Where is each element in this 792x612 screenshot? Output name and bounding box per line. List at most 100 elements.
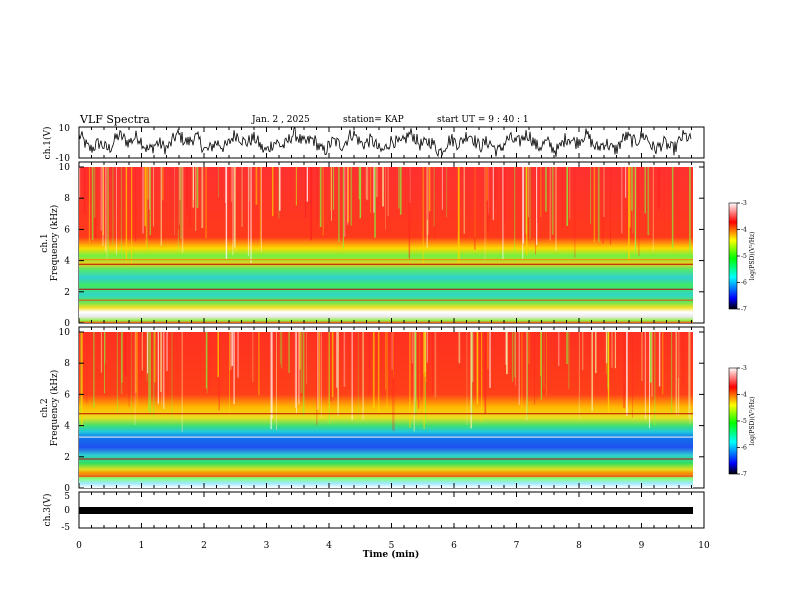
spectrogram-streak (522, 167, 525, 244)
ytick-label: 6 (64, 390, 70, 400)
colorbar-tick-label: -3 (741, 365, 747, 372)
ytick-label: 10 (59, 328, 71, 338)
spectrogram-streak (641, 332, 643, 381)
spectrogram-streak (540, 167, 542, 218)
spectrogram-streak (385, 167, 386, 230)
spectrogram-streak (105, 167, 106, 253)
spectrogram-streak (408, 167, 411, 259)
spectrogram-streak (671, 332, 673, 415)
spectrogram-streak (366, 167, 369, 201)
ytick-label: 10 (59, 163, 71, 173)
spectrogram-streak (529, 167, 531, 239)
ytick-label: 6 (64, 225, 70, 235)
spectrogram-streak (94, 167, 97, 239)
spectrogram-streak (351, 332, 353, 420)
spectrogram-streak (310, 167, 313, 241)
chart-title: VLF Spectra (80, 113, 150, 126)
spectrogram-streak (306, 332, 307, 385)
spectrogram-streak (484, 167, 486, 262)
spectrogram-streak (423, 332, 425, 375)
spectrogram-band (79, 259, 693, 261)
spectrogram-streak (218, 167, 219, 198)
ch1-waveform-panel: 10 -10 ch.1(V) (42, 124, 705, 164)
spectrogram-streak (241, 167, 243, 227)
spectrogram-streak (424, 332, 426, 377)
spectrogram-streak (116, 332, 118, 413)
spectrogram-streak (537, 167, 539, 223)
spectrogram-streak (218, 332, 220, 411)
spectrogram-streak (376, 167, 378, 198)
spectrogram-streak (605, 332, 607, 374)
ch2-spectrogram-panel: 0 2 4 6 8 10 ch.2 Frequency (kHz) (40, 326, 705, 494)
spectrogram-streak (504, 167, 506, 224)
spectrogram-streak (487, 332, 489, 370)
xtick-label: 9 (639, 541, 645, 551)
spectrogram-streak (591, 332, 593, 412)
spectrogram-streak (597, 167, 600, 242)
spectrogram-streak (487, 167, 489, 233)
spectrogram-streak (370, 167, 372, 213)
ch3-ytick-5: 5 (64, 492, 70, 502)
ytick-label: 4 (64, 422, 70, 432)
spectrogram-streak (614, 332, 616, 369)
spectrogram-streak (299, 332, 301, 370)
colorbar-tick-label: -5 (741, 418, 747, 425)
spectrogram-streak (100, 332, 102, 373)
spectrogram-streak (373, 167, 376, 213)
spectrogram-streak (147, 332, 149, 374)
spectrogram-streak (344, 167, 346, 237)
spectrogram-streak (231, 332, 234, 367)
spectrogram-streak (350, 167, 352, 226)
spectrogram-streak (470, 332, 472, 429)
spectrogram-streak (195, 167, 197, 231)
spectrogram-streak (271, 332, 273, 419)
spectrogram-band (79, 413, 693, 415)
spectrogram-streak (153, 167, 154, 227)
ch1-spec-label-channel: ch.1 (40, 233, 50, 252)
spectrogram-streak (330, 332, 332, 402)
spectrogram-streak (368, 332, 370, 394)
spectrogram-streak (278, 167, 280, 219)
spectrogram-streak (205, 332, 208, 389)
spectrogram-streak (125, 167, 127, 259)
spectrogram-streak (79, 167, 81, 198)
spectrogram-streak (322, 167, 324, 236)
spectrogram-streak (561, 167, 564, 228)
spectrogram-streak (536, 167, 538, 245)
spectrogram-streak (235, 167, 236, 252)
ch1-spec-ylabel: Frequency (kHz) (49, 205, 60, 282)
spectrogram-streak (86, 332, 88, 404)
xtick-label: 2 (201, 541, 207, 551)
spectrogram-streak (302, 332, 305, 416)
ytick-label: 2 (64, 288, 70, 298)
spectrogram-streak (441, 167, 443, 210)
spectrogram-streak (555, 167, 557, 251)
spectrogram-band (79, 436, 693, 438)
spectrogram-streak (607, 332, 610, 413)
spectrogram-streak (635, 167, 637, 251)
spectrogram-streak (123, 332, 126, 374)
spectrogram-streak (446, 167, 448, 218)
spectrogram-band (79, 299, 693, 301)
spectrogram-streak (276, 332, 277, 430)
spectrogram-streak (88, 167, 90, 243)
spectrogram-streak (179, 167, 181, 200)
spectrogram-streak (422, 167, 424, 266)
spectrogram-streak (644, 167, 646, 214)
spectrogram-streak (300, 332, 303, 393)
spectrogram-streak (638, 167, 640, 257)
xtick-label: 5 (389, 541, 395, 551)
spectrogram-streak (330, 167, 332, 211)
spectrogram-streak (192, 167, 194, 208)
spectrogram-streak (317, 332, 319, 410)
ch2-spectrogram-bands (79, 413, 693, 477)
x-axis-ticks: 0 1 2 3 4 5 6 7 8 9 10 (76, 127, 710, 551)
spectrogram-streak (296, 332, 297, 414)
ytick-label: 8 (64, 359, 70, 369)
spectrogram-streak (233, 332, 235, 405)
spectrogram-streak (250, 167, 252, 263)
spectrogram-streak (632, 167, 634, 234)
spectrogram-streak (319, 167, 322, 227)
spectrogram-streak (689, 167, 691, 252)
spectrogram-streak (427, 167, 429, 235)
